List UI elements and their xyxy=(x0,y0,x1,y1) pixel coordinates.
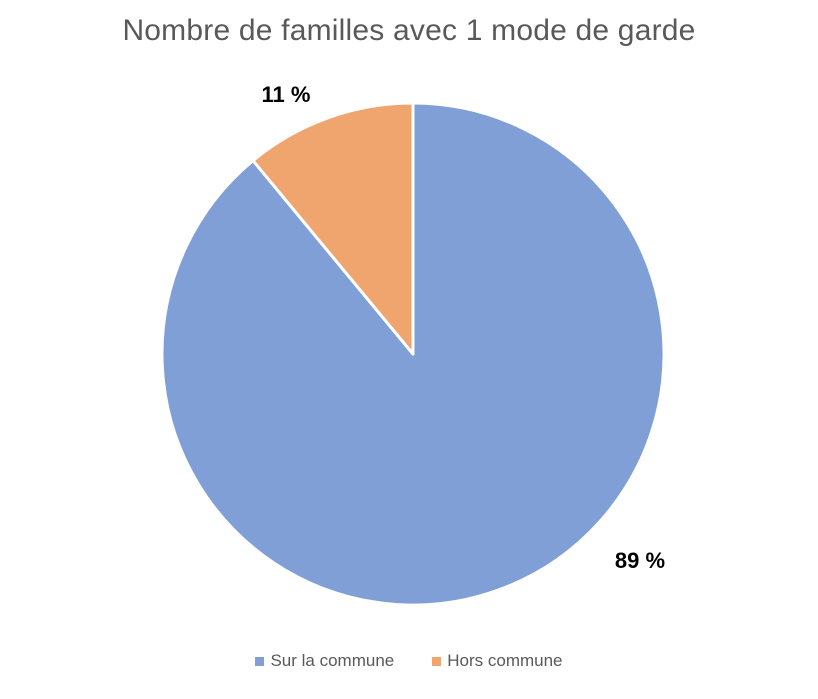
pie-slice-hors-commune xyxy=(251,101,415,356)
legend-swatch-hors-commune xyxy=(432,656,442,666)
legend-label-sur-la-commune: Sur la commune xyxy=(270,651,395,670)
legend-item-hors-commune: Hors commune xyxy=(432,651,563,671)
legend-item-sur-la-commune: Sur la commune xyxy=(255,651,394,671)
chart-title: Nombre de familles avec 1 mode de garde xyxy=(122,14,696,47)
legend: Sur la commune Hors commune xyxy=(0,651,818,671)
data-label-sur-la-commune: 89 % xyxy=(615,548,665,573)
legend-label-hors-commune: Hors commune xyxy=(447,651,563,670)
pie-labels: 89 % 11 % xyxy=(262,82,666,573)
legend-swatch-sur-la-commune xyxy=(255,656,265,666)
pie-slices xyxy=(160,101,666,607)
data-label-hors-commune: 11 % xyxy=(262,82,311,107)
